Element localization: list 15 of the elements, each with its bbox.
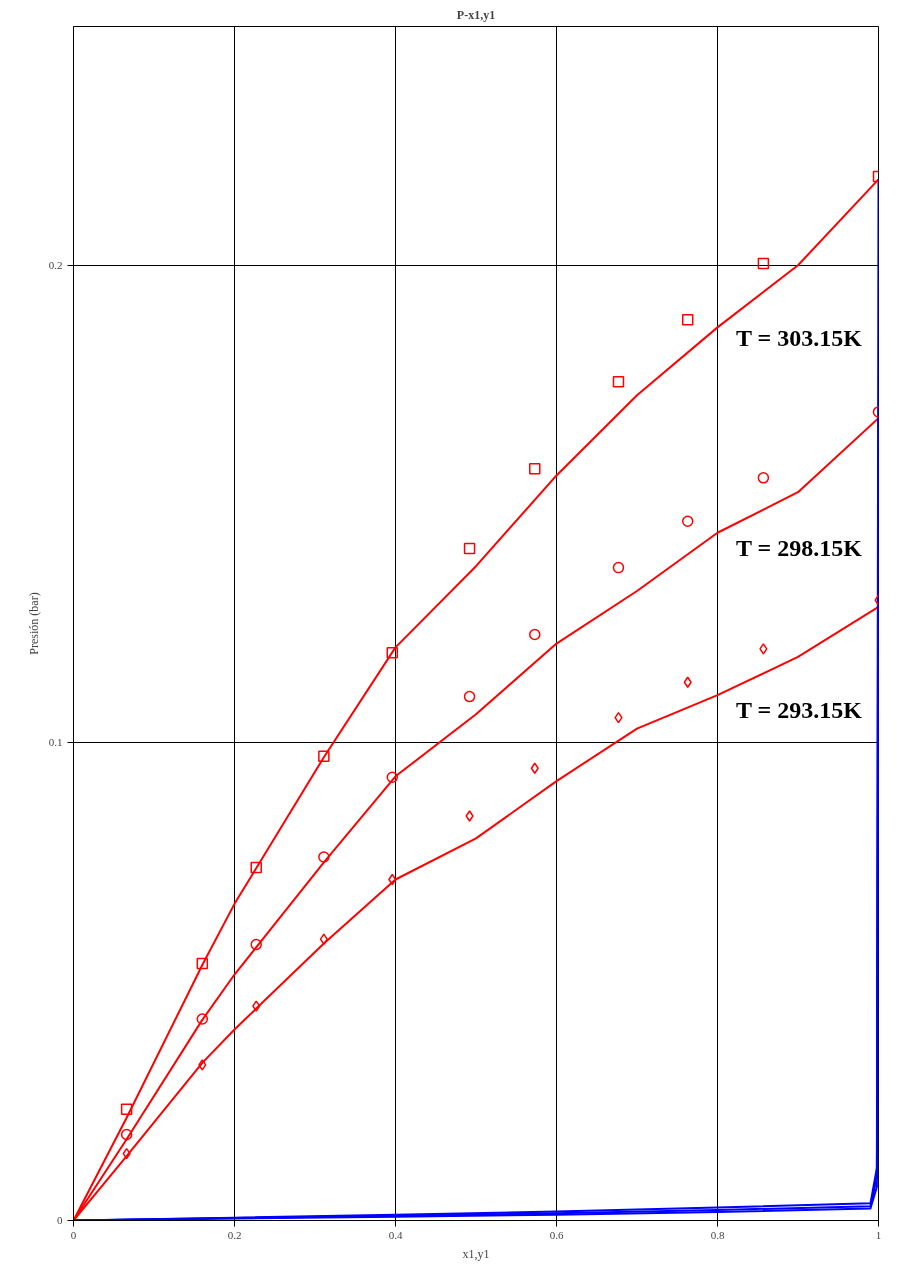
y-tick-label: 0.2: [48, 258, 63, 271]
x-axis-title: x1,y1: [462, 1246, 490, 1261]
y-tick-label: 0.1: [48, 736, 63, 749]
x-tick-label: 0: [70, 1228, 77, 1241]
annotation: T = 293.15K: [736, 697, 863, 724]
annotation: T = 298.15K: [736, 534, 863, 561]
x-tick-label: 0.4: [388, 1228, 403, 1241]
chart-title: P-x1,y1: [456, 7, 496, 22]
x-tick-label: 0.2: [227, 1228, 242, 1241]
y-axis-title: Presión (bar): [26, 592, 41, 655]
x-tick-label: 1: [875, 1228, 882, 1241]
x-tick-label: 0.8: [710, 1228, 725, 1241]
y-tick-label: 0: [57, 1214, 63, 1226]
x-tick-label: 0.6: [549, 1228, 564, 1241]
annotation: T = 303.15K: [736, 324, 863, 351]
